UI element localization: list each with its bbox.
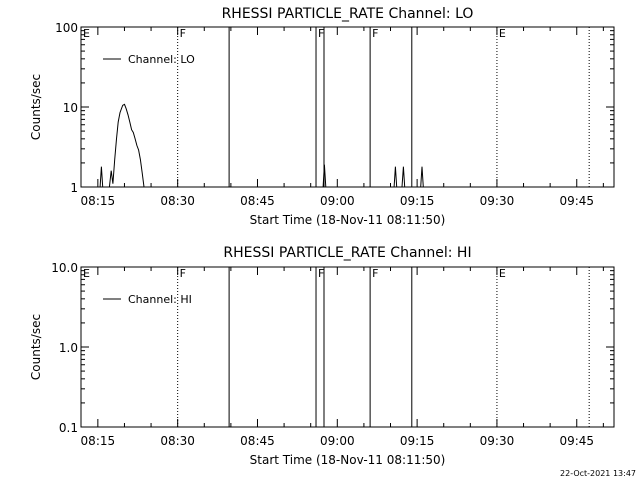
chart-title: RHESSI PARTICLE_RATE Channel: HI	[223, 245, 471, 261]
y-tick-label: 10.0	[51, 261, 78, 275]
legend-label: Channel: LO	[128, 53, 195, 66]
x-tick-label: 09:00	[320, 434, 355, 448]
event-marker-label: E	[499, 27, 506, 40]
x-tick-label: 09:15	[400, 434, 435, 448]
x-tick-label: 08:15	[81, 194, 116, 208]
chart-panel-1: RHESSI PARTICLE_RATE Channel: LO 08:15 08:…	[29, 6, 615, 227]
x-tick-label: 08:15	[81, 434, 116, 448]
y-axis-label: Counts/sec	[29, 74, 43, 140]
x-tick-label: 08:45	[240, 194, 275, 208]
y-tick-label: 10	[63, 101, 78, 115]
chart-panel-2: RHESSI PARTICLE_RATE Channel: HI 08:15 08:…	[29, 245, 615, 467]
event-marker-label: F	[318, 27, 324, 40]
x-tick-label: 08:30	[160, 434, 195, 448]
event-marker-label: F	[318, 267, 324, 280]
x-axis-label: Start Time (18-Nov-11 08:11:50)	[250, 453, 446, 467]
event-marker-label: F	[180, 27, 186, 40]
event-marker-label: F	[372, 267, 378, 280]
plot-frame	[80, 26, 615, 188]
series-line	[99, 103, 424, 188]
event-marker-label: E	[83, 267, 90, 280]
y-tick-label: 0.1	[59, 421, 78, 435]
x-tick-label: 08:45	[240, 434, 275, 448]
event-marker-label: F	[180, 267, 186, 280]
x-tick-label: 09:45	[559, 434, 594, 448]
y-axis-label: Counts/sec	[29, 314, 43, 380]
footer-date: 22-Oct-2021 13:47	[560, 469, 636, 478]
y-tick-label: 1.0	[59, 341, 78, 355]
x-tick-label: 08:30	[160, 194, 195, 208]
chart-title: RHESSI PARTICLE_RATE Channel: LO	[222, 6, 474, 22]
y-tick-label: 1	[70, 181, 78, 195]
x-axis-label: Start Time (18-Nov-11 08:11:50)	[250, 213, 446, 227]
x-tick-label: 09:00	[320, 194, 355, 208]
y-tick-label: 100	[55, 21, 78, 35]
x-tick-label: 09:30	[480, 434, 515, 448]
legend-label: Channel: HI	[128, 293, 192, 306]
plot-frame	[80, 266, 615, 428]
x-tick-label: 09:30	[480, 194, 515, 208]
x-tick-label: 09:15	[400, 194, 435, 208]
event-marker-label: E	[499, 267, 506, 280]
event-marker-label: E	[83, 27, 90, 40]
x-tick-label: 09:45	[559, 194, 594, 208]
event-marker-label: F	[372, 27, 378, 40]
